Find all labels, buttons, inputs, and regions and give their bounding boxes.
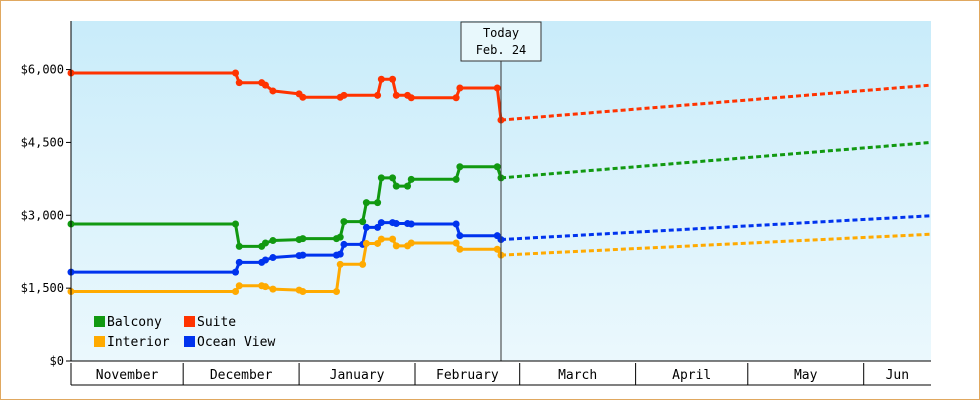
data-point: [269, 285, 277, 293]
data-point: [392, 182, 400, 190]
series-ocean-view: [67, 214, 932, 276]
month-label: March: [558, 368, 597, 383]
month-label: January: [330, 368, 385, 383]
data-point: [359, 260, 367, 268]
legend-label: Interior: [107, 335, 170, 350]
legend-label: Balcony: [107, 315, 162, 330]
data-point: [456, 163, 464, 171]
data-point: [299, 251, 307, 259]
data-point: [261, 256, 269, 264]
data-point: [362, 199, 370, 207]
today-label: Today: [483, 26, 519, 40]
data-point: [261, 283, 269, 291]
data-point: [377, 219, 385, 227]
today-box: [460, 21, 542, 62]
data-point: [340, 218, 348, 226]
data-point: [392, 91, 400, 99]
data-point: [232, 220, 240, 228]
data-point: [336, 250, 344, 258]
series-interior: [67, 232, 932, 296]
data-point: [261, 239, 269, 247]
data-point: [389, 75, 397, 83]
y-tick-label: $6,000: [21, 63, 64, 77]
month-label: February: [436, 368, 499, 383]
legend-label: Ocean View: [197, 335, 275, 350]
data-point: [493, 245, 501, 253]
data-point: [404, 182, 412, 190]
data-point: [261, 81, 269, 89]
data-point: [362, 239, 370, 247]
data-point: [269, 254, 277, 262]
data-point: [269, 237, 277, 245]
data-point: [340, 91, 348, 99]
data-point: [407, 94, 415, 102]
legend-swatch: [184, 336, 195, 347]
data-point: [374, 199, 382, 207]
data-point: [452, 175, 460, 183]
data-point: [299, 235, 307, 243]
data-point: [232, 268, 240, 276]
data-point: [340, 240, 348, 248]
data-point: [235, 282, 243, 290]
today-date: Feb. 24: [476, 43, 527, 57]
data-point: [336, 260, 344, 268]
data-point: [235, 242, 243, 250]
data-point: [389, 174, 397, 182]
data-point: [299, 288, 307, 296]
data-point: [452, 239, 460, 247]
y-tick-label: $4,500: [21, 135, 64, 149]
data-point: [452, 220, 460, 228]
data-point: [493, 84, 501, 92]
legend-swatch: [94, 336, 105, 347]
data-point: [269, 87, 277, 95]
data-point: [235, 258, 243, 266]
data-point: [456, 84, 464, 92]
data-point: [392, 242, 400, 250]
legend-label: Suite: [197, 315, 236, 330]
series-suite: [67, 69, 932, 124]
data-point: [374, 223, 382, 231]
data-point: [377, 174, 385, 182]
data-point: [407, 220, 415, 228]
month-label: November: [96, 368, 159, 383]
month-label: December: [210, 368, 273, 383]
data-point: [377, 75, 385, 83]
data-point: [392, 220, 400, 228]
data-point: [452, 94, 460, 102]
y-tick-label: $1,500: [21, 281, 64, 295]
data-point: [374, 91, 382, 99]
data-point: [359, 218, 367, 226]
data-point: [235, 79, 243, 87]
data-point: [362, 223, 370, 231]
month-label: May: [794, 368, 818, 383]
data-point: [232, 288, 240, 296]
data-point: [456, 245, 464, 253]
data-point: [336, 233, 344, 241]
data-point: [232, 69, 240, 77]
data-point: [407, 175, 415, 183]
data-point: [299, 93, 307, 101]
legend-swatch: [94, 316, 105, 327]
data-point: [456, 232, 464, 240]
data-point: [407, 239, 415, 247]
data-point: [332, 288, 340, 296]
data-point: [493, 163, 501, 171]
data-point: [377, 235, 385, 243]
data-point: [389, 235, 397, 243]
y-tick-label: $0: [50, 354, 64, 368]
legend-swatch: [184, 316, 195, 327]
y-tick-label: $3,000: [21, 208, 64, 222]
month-label: April: [672, 368, 711, 383]
series-balcony: [67, 140, 932, 250]
month-label: Jun: [886, 368, 909, 383]
